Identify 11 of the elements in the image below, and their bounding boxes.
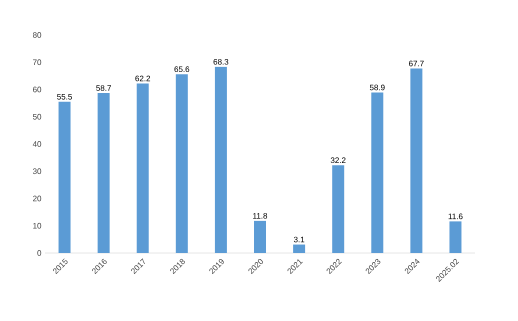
bar (176, 74, 188, 253)
bar (449, 221, 462, 253)
bar (136, 84, 149, 253)
bar (58, 102, 71, 253)
bar (293, 244, 306, 253)
bar (254, 220, 266, 253)
bar (410, 68, 422, 253)
bar (371, 92, 384, 253)
bar (98, 93, 110, 253)
bar (332, 165, 344, 253)
bar (214, 66, 227, 253)
